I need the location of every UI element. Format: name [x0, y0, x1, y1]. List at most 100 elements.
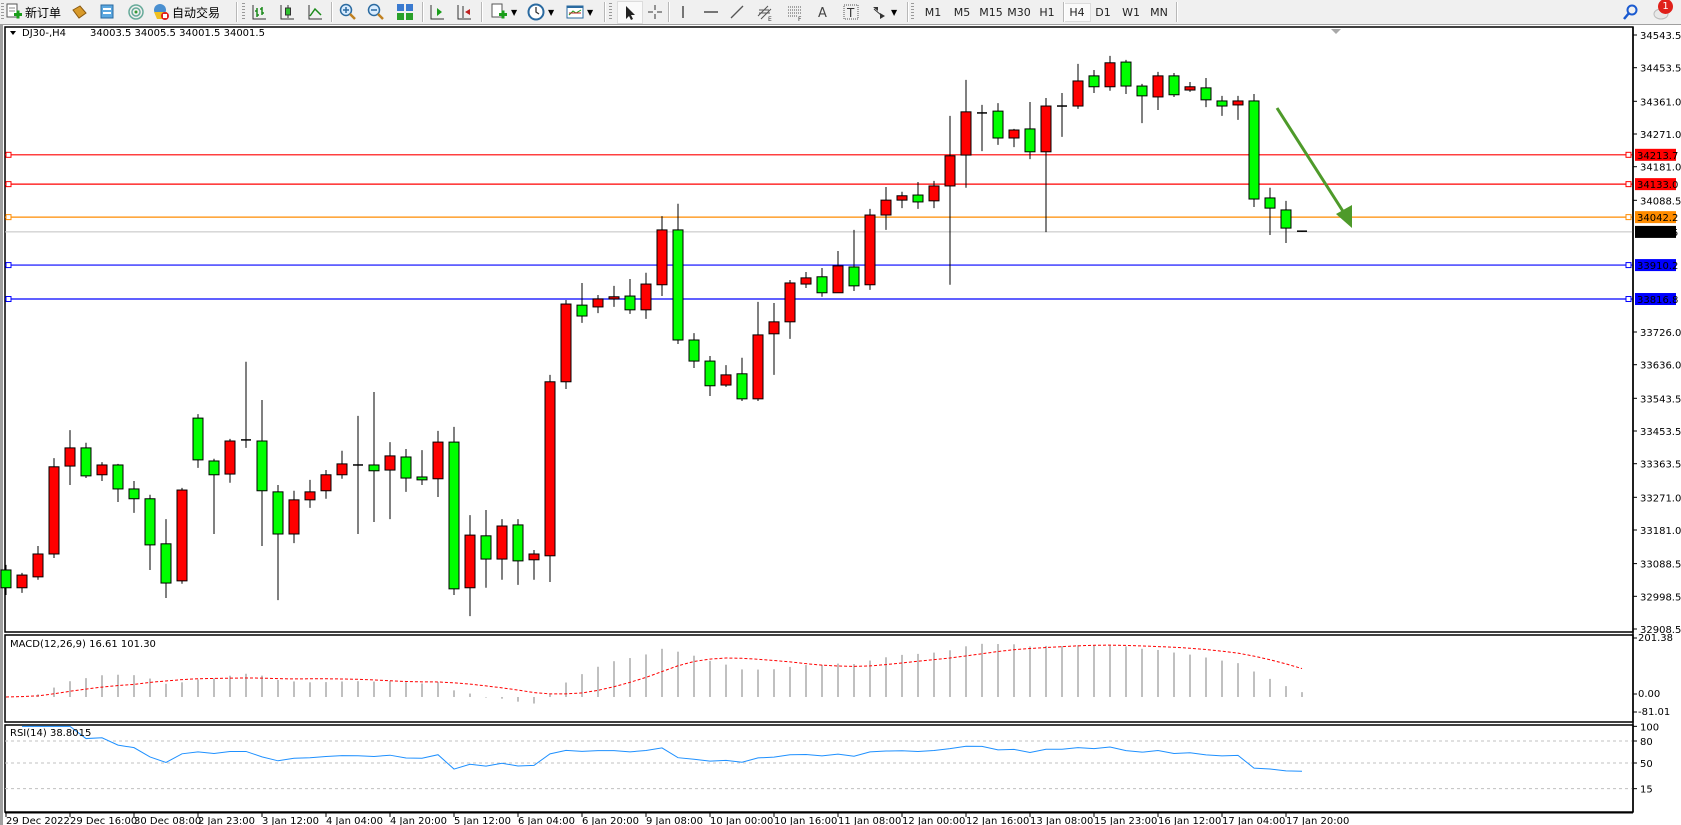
- symbol-menu-triangle-icon[interactable]: [10, 31, 16, 35]
- timeframe-d1[interactable]: D1: [1095, 5, 1111, 19]
- text-a-icon: A: [818, 6, 827, 21]
- notifications-button[interactable]: 1: [1650, 0, 1673, 22]
- timeframe-m15[interactable]: M15: [979, 5, 1003, 19]
- template-icon: [566, 5, 584, 19]
- svg-text:T: T: [846, 6, 855, 20]
- level-handle-right[interactable]: [1625, 151, 1632, 158]
- candle: [320, 470, 332, 499]
- timeframe-h4[interactable]: H4: [1063, 3, 1091, 22]
- search-button[interactable]: [1622, 2, 1640, 22]
- chevron-down-icon: ▼: [891, 7, 898, 17]
- fibonacci-button[interactable]: F: [786, 2, 804, 22]
- candle: [432, 430, 444, 497]
- cursor-button[interactable]: [617, 1, 643, 24]
- macd-label: MACD(12,26,9) 16.61 101.30: [10, 639, 156, 650]
- level-price-tag: 34213.7: [1637, 151, 1678, 162]
- candle-body: [192, 417, 204, 461]
- level-handle-left[interactable]: [5, 181, 12, 188]
- candle-body: [640, 283, 652, 311]
- candle-body: [608, 296, 620, 300]
- crosshair-icon: [648, 5, 662, 19]
- trendline-button[interactable]: [728, 2, 746, 22]
- candlestick-chart-button[interactable]: [278, 2, 296, 22]
- price-axis-label: 34181.0: [1640, 163, 1681, 174]
- level-handle-left[interactable]: [5, 296, 12, 303]
- level-handle-right[interactable]: [1625, 214, 1632, 221]
- text-label-button[interactable]: T: [842, 2, 860, 22]
- market-watch-button[interactable]: [98, 2, 116, 22]
- zoom-out-button[interactable]: [367, 2, 385, 22]
- auto-scroll-button[interactable]: [428, 2, 446, 22]
- toolbar-grip[interactable]: [911, 3, 914, 21]
- candle: [256, 399, 268, 546]
- signals-button[interactable]: [127, 2, 145, 22]
- time-axis-label: 6 Jan 04:00: [518, 816, 575, 825]
- level-handle-right[interactable]: [1625, 296, 1632, 303]
- timeframe-m1[interactable]: M1: [924, 5, 942, 19]
- timeframe-w1[interactable]: W1: [1122, 5, 1140, 19]
- macd-signal-line: [5, 644, 1303, 698]
- candle: [672, 203, 684, 344]
- auto-trading-button[interactable]: 自动交易: [152, 2, 220, 22]
- arrows-button[interactable]: ▼: [870, 2, 897, 22]
- timeframe-h1[interactable]: H1: [1039, 5, 1055, 19]
- text-button[interactable]: A: [814, 2, 832, 22]
- bar-chart-button[interactable]: [250, 2, 268, 22]
- candle-body: [816, 276, 828, 294]
- candle: [1072, 63, 1084, 109]
- tile-windows-icon: [397, 4, 413, 20]
- candle: [1216, 95, 1228, 116]
- candle: [1120, 59, 1132, 95]
- chart-shift-marker[interactable]: [1331, 29, 1341, 34]
- price-axis-label: 33088.5: [1640, 560, 1681, 571]
- candle-body: [800, 277, 812, 285]
- time-axis-label: 17 Jan 20:00: [1286, 816, 1349, 825]
- candle-body: [112, 464, 124, 490]
- toolbar-grip[interactable]: [242, 3, 245, 21]
- rsi-axis-label: 50: [1640, 759, 1653, 770]
- new-order-button[interactable]: 新订单: [5, 2, 61, 22]
- time-axis-label: 16 Jan 12:00: [1158, 816, 1221, 825]
- candle-body: [1152, 75, 1164, 98]
- crosshair-button[interactable]: [646, 2, 664, 22]
- search-icon: [1623, 4, 1638, 20]
- periodicity-button[interactable]: ▼: [527, 2, 554, 22]
- vertical-line-button[interactable]: [674, 2, 692, 22]
- green-arrow-annotation[interactable]: [1275, 107, 1352, 228]
- horizontal-line-button[interactable]: [702, 2, 720, 22]
- candle-body: [288, 499, 300, 535]
- rsi-line: [22, 725, 1303, 772]
- timeframe-m30[interactable]: M30: [1007, 5, 1031, 19]
- indicators-button[interactable]: ▼: [490, 2, 517, 22]
- timeframe-mn[interactable]: MN: [1150, 5, 1168, 19]
- candle-body: [16, 574, 28, 589]
- toolbar: 新订单 自动交易 ▼ ▼ ▼ E F A T ▼ 1 M1 M5 M15 M30 H1 H…: [0, 0, 1681, 25]
- level-handle-left[interactable]: [5, 214, 12, 221]
- candle: [1168, 72, 1180, 97]
- time-axis-label: 3 Jan 12:00: [262, 816, 319, 825]
- toolbar-grip[interactable]: [1, 3, 4, 21]
- svg-text:F: F: [798, 16, 802, 21]
- chart-shift-button[interactable]: [455, 2, 473, 22]
- rsi-axis-label: 100: [1640, 722, 1659, 733]
- candle-body: [672, 229, 684, 341]
- candle: [1088, 70, 1100, 93]
- history-button[interactable]: [70, 2, 88, 22]
- candle: [1200, 78, 1212, 108]
- level-handle-left[interactable]: [5, 262, 12, 269]
- tile-windows-button[interactable]: [396, 2, 414, 22]
- candle: [128, 480, 140, 513]
- timeframe-m5[interactable]: M5: [953, 5, 971, 19]
- equidistant-channel-button[interactable]: E: [756, 2, 774, 22]
- candle: [1280, 200, 1292, 243]
- line-chart-button[interactable]: [306, 2, 324, 22]
- level-handle-right[interactable]: [1625, 181, 1632, 188]
- bid-price-tag-box: [1635, 225, 1676, 238]
- zoom-in-button[interactable]: [339, 2, 357, 22]
- level-handle-left[interactable]: [5, 151, 12, 158]
- level-handle-right[interactable]: [1625, 262, 1632, 269]
- templates-button[interactable]: ▼: [566, 2, 593, 22]
- macd-panel: 201.38 0.00 -81.01: [5, 633, 1673, 718]
- toolbar-grip[interactable]: [609, 3, 612, 21]
